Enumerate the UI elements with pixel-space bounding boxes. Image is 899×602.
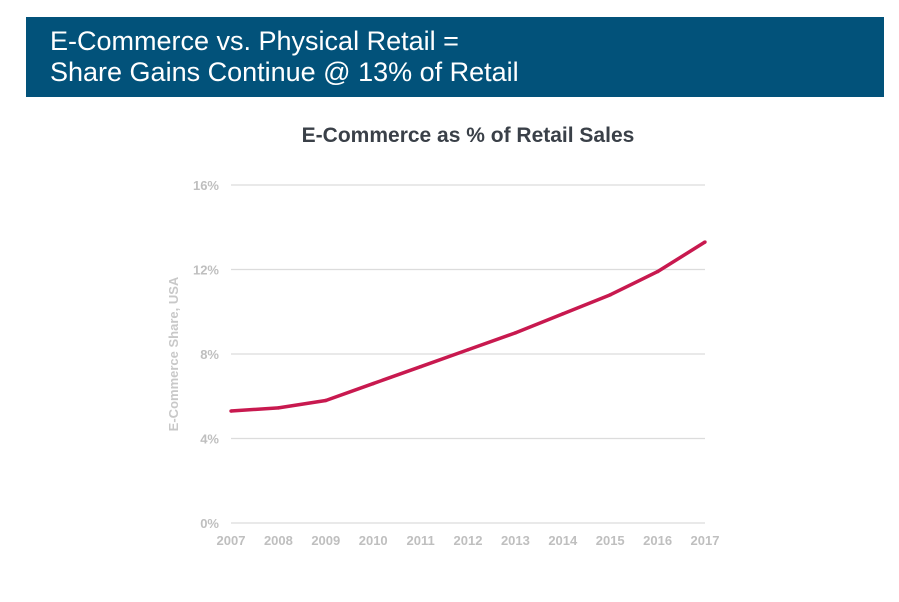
banner-title-line-1: E-Commerce vs. Physical Retail = <box>50 26 459 56</box>
y-tick-label: 0% <box>200 516 219 531</box>
data-point <box>561 312 565 316</box>
x-axis-ticks: 2007 2008 2009 2010 2011 2012 2013 2014 2015 2016… <box>217 533 720 548</box>
data-point <box>703 240 707 244</box>
data-point <box>418 364 423 369</box>
series-group <box>229 240 707 413</box>
banner-title-line-2: Share Gains Continue @ 13% of Retail <box>50 57 519 87</box>
x-tick-label: 2008 <box>264 533 293 548</box>
x-tick-label: 2014 <box>548 533 578 548</box>
gridlines <box>231 184 705 524</box>
data-point <box>655 269 660 274</box>
data-point <box>371 381 375 386</box>
x-tick-label: 2012 <box>454 533 483 548</box>
data-point <box>276 406 281 410</box>
y-tick-label: 4% <box>200 432 219 447</box>
chart-title: E-Commerce as % of Retail Sales <box>301 124 635 147</box>
x-tick-label: 2016 <box>643 533 672 548</box>
x-tick-label: 2011 <box>406 533 434 548</box>
y-tick-label: 8% <box>200 347 219 362</box>
data-point <box>229 409 233 413</box>
data-point <box>324 398 328 403</box>
x-tick-label: 2017 <box>691 533 720 548</box>
x-tick-label: 2009 <box>311 533 340 548</box>
y-axis-label: E-Commerce Share, USA <box>166 276 181 431</box>
y-tick-label: 16% <box>193 178 219 193</box>
y-axis-ticks: 0% 4% 8% 12% 16% <box>193 178 219 531</box>
data-point <box>466 348 470 352</box>
title-banner: E-Commerce vs. Physical Retail = Share G… <box>26 17 884 97</box>
data-point <box>513 331 518 335</box>
x-tick-label: 2007 <box>217 533 246 548</box>
y-tick-label: 12% <box>193 263 219 278</box>
data-point <box>608 293 612 297</box>
x-tick-label: 2010 <box>359 533 388 548</box>
x-tick-label: 2013 <box>501 533 530 548</box>
series-line <box>230 240 706 413</box>
x-tick-label: 2015 <box>596 533 625 548</box>
